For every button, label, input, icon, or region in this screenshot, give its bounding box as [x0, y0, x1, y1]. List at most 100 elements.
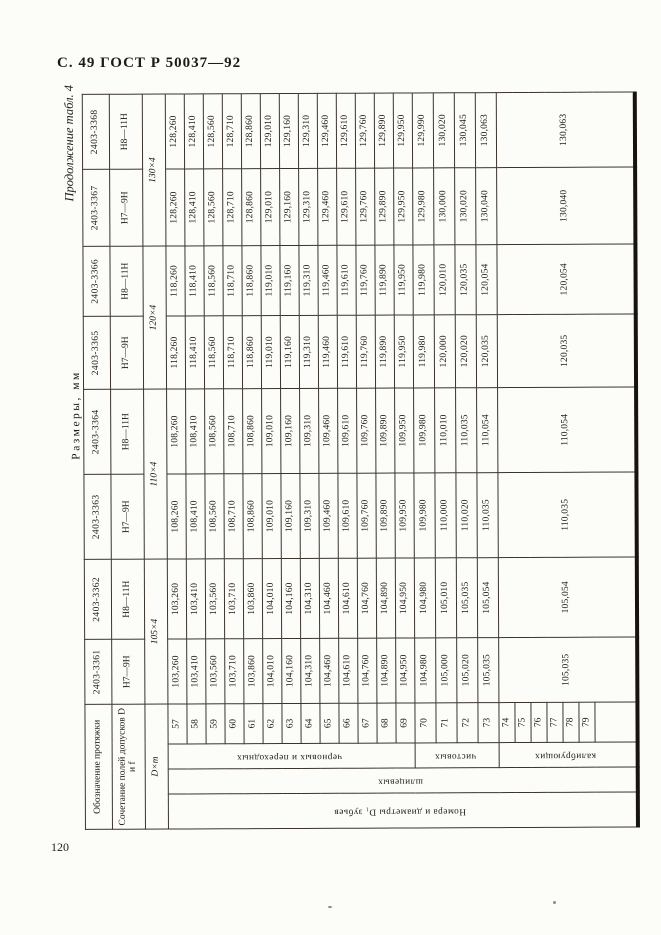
- value-cell: 110,035: [476, 472, 499, 558]
- scan-speck: [328, 906, 332, 908]
- value-cell: 130,020: [454, 167, 476, 245]
- units-note: Размеры, мм: [69, 370, 83, 460]
- value-cell: 109,010: [261, 388, 281, 474]
- value-cell: 118,560: [203, 245, 224, 316]
- value-cell: 108,260: [166, 388, 186, 475]
- group-finishing-label: чистовых: [434, 751, 477, 762]
- value-cell: 128,410: [184, 93, 204, 169]
- designation-cell: 2403-3362: [84, 559, 112, 640]
- value-cell: 119,160: [280, 315, 300, 389]
- value-cell: 119,310: [299, 315, 319, 389]
- row-number-cell: 73: [477, 702, 500, 743]
- row-number-cell: 59: [205, 703, 226, 744]
- value-cell: 108,410: [185, 388, 205, 474]
- group-rough-label: черновых и переходных: [236, 751, 343, 763]
- value-cell: 128,560: [203, 168, 223, 246]
- value-cell: 109,610: [337, 388, 357, 474]
- row-number-cell: 67: [357, 703, 378, 744]
- value-cell: 109,310: [299, 388, 319, 474]
- group-finishing-label: чистовых: [415, 742, 500, 768]
- value-cell: 129,010: [260, 168, 280, 246]
- row-number-cell: 64: [300, 703, 321, 744]
- value-cell: 104,010: [262, 638, 282, 704]
- row-number-cell: 57: [167, 703, 188, 745]
- value-cell: 129,310: [298, 93, 318, 169]
- value-cell: 109,950: [394, 387, 414, 474]
- value-cell: 108,410: [185, 473, 206, 559]
- value-cell: 130,045: [454, 92, 476, 168]
- value-cell: 129,310: [298, 168, 318, 246]
- value-cell: 119,160: [279, 245, 300, 316]
- row-number-cell: 69: [395, 702, 416, 744]
- stub-teeth-numbers-label: Номера и диаметры D₁ зубьев: [334, 806, 467, 817]
- dxm-cell: 105×4: [144, 559, 168, 705]
- row-number-cell: 68: [376, 703, 397, 744]
- table-row: Обозначение протяжки 2403-3361 2403-3362 24…: [82, 94, 113, 830]
- value-cell: 119,460: [317, 245, 338, 316]
- value-cell: 118,410: [184, 245, 205, 316]
- value-cell: 129,760: [355, 93, 375, 169]
- value-cell: 120,010: [433, 244, 456, 315]
- dxm-cell: 120×4: [142, 246, 167, 390]
- designation-cell: 2403-3363: [83, 474, 112, 560]
- value-cell: 118,260: [165, 245, 186, 317]
- merged-value-cell: 130,040: [496, 166, 635, 245]
- value-cell: 129,890: [374, 93, 394, 169]
- designation-cell: 2403-3364: [83, 389, 111, 475]
- value-cell: 109,460: [318, 473, 339, 559]
- value-cell: 119,610: [337, 315, 357, 389]
- value-cell: 118,860: [241, 245, 262, 316]
- value-cell: 128,860: [241, 93, 261, 169]
- row-number-cell: 79: [578, 702, 596, 743]
- dxm-cell: 130×4: [142, 94, 166, 247]
- stub-spline-label: шлицевых: [168, 766, 638, 795]
- value-cell: 128,710: [222, 168, 242, 246]
- table-row: D×m 105×4 110×4 120×4 130×4: [142, 94, 169, 830]
- designation-cell: 2403-3361: [84, 639, 112, 705]
- tolerance-cell: Н8—11Н: [111, 559, 145, 640]
- merged-value-cell: 105,035: [498, 636, 637, 703]
- value-cell: 108,260: [166, 473, 187, 560]
- value-cell: 128,860: [241, 168, 261, 246]
- row-number-cell: 74: [498, 702, 516, 743]
- table-continuation-note: Продолжение табл. 4: [61, 84, 77, 202]
- value-cell: 119,760: [356, 315, 376, 389]
- table-row: Сочетание полей допусков D и f Н7—9Н Н8—11…: [109, 94, 146, 830]
- tolerance-cell: Н7—9Н: [110, 474, 145, 560]
- value-cell: 128,560: [203, 93, 223, 169]
- value-cell: 118,410: [185, 315, 205, 389]
- row-number-cell: 75: [514, 702, 532, 743]
- value-cell: 118,710: [222, 245, 243, 316]
- value-cell: 104,980: [414, 637, 436, 703]
- value-cell: 119,890: [374, 245, 395, 316]
- value-cell: 119,460: [318, 315, 338, 389]
- value-cell: 108,710: [223, 473, 244, 559]
- value-cell: 108,560: [204, 473, 225, 559]
- value-cell: 108,860: [242, 388, 262, 474]
- group-calibrating-label: калибрующих: [499, 741, 638, 768]
- value-cell: 109,010: [261, 473, 282, 559]
- value-cell: 109,980: [413, 387, 435, 473]
- value-cell: 109,890: [375, 388, 395, 474]
- page-title: С. 49 ГОСТ Р 50037—92: [57, 55, 242, 71]
- header-dxm-label: D×m: [144, 704, 169, 830]
- designation-cell: 2403-3365: [83, 316, 111, 390]
- value-cell: 103,410: [186, 558, 206, 639]
- value-cell: 130,020: [433, 92, 455, 168]
- row-number-cell: 63: [281, 703, 302, 744]
- value-cell: 105,020: [456, 637, 478, 703]
- value-cell: 120,035: [476, 314, 498, 388]
- value-cell: 104,890: [376, 638, 396, 704]
- value-cell: 128,260: [165, 93, 185, 170]
- value-cell: 119,610: [336, 245, 357, 316]
- merged-value-cell: 120,054: [496, 243, 636, 315]
- value-cell: 130,063: [475, 92, 497, 168]
- group-rough-label: черновых и переходных: [168, 742, 416, 770]
- stub-spline-label: шлицевых: [377, 776, 423, 787]
- value-cell: 109,890: [375, 473, 396, 559]
- value-cell: 119,890: [375, 315, 395, 389]
- row-number-cell: 72: [456, 702, 479, 743]
- row-number-cell: 76: [530, 702, 548, 743]
- value-cell: 110,020: [455, 472, 478, 558]
